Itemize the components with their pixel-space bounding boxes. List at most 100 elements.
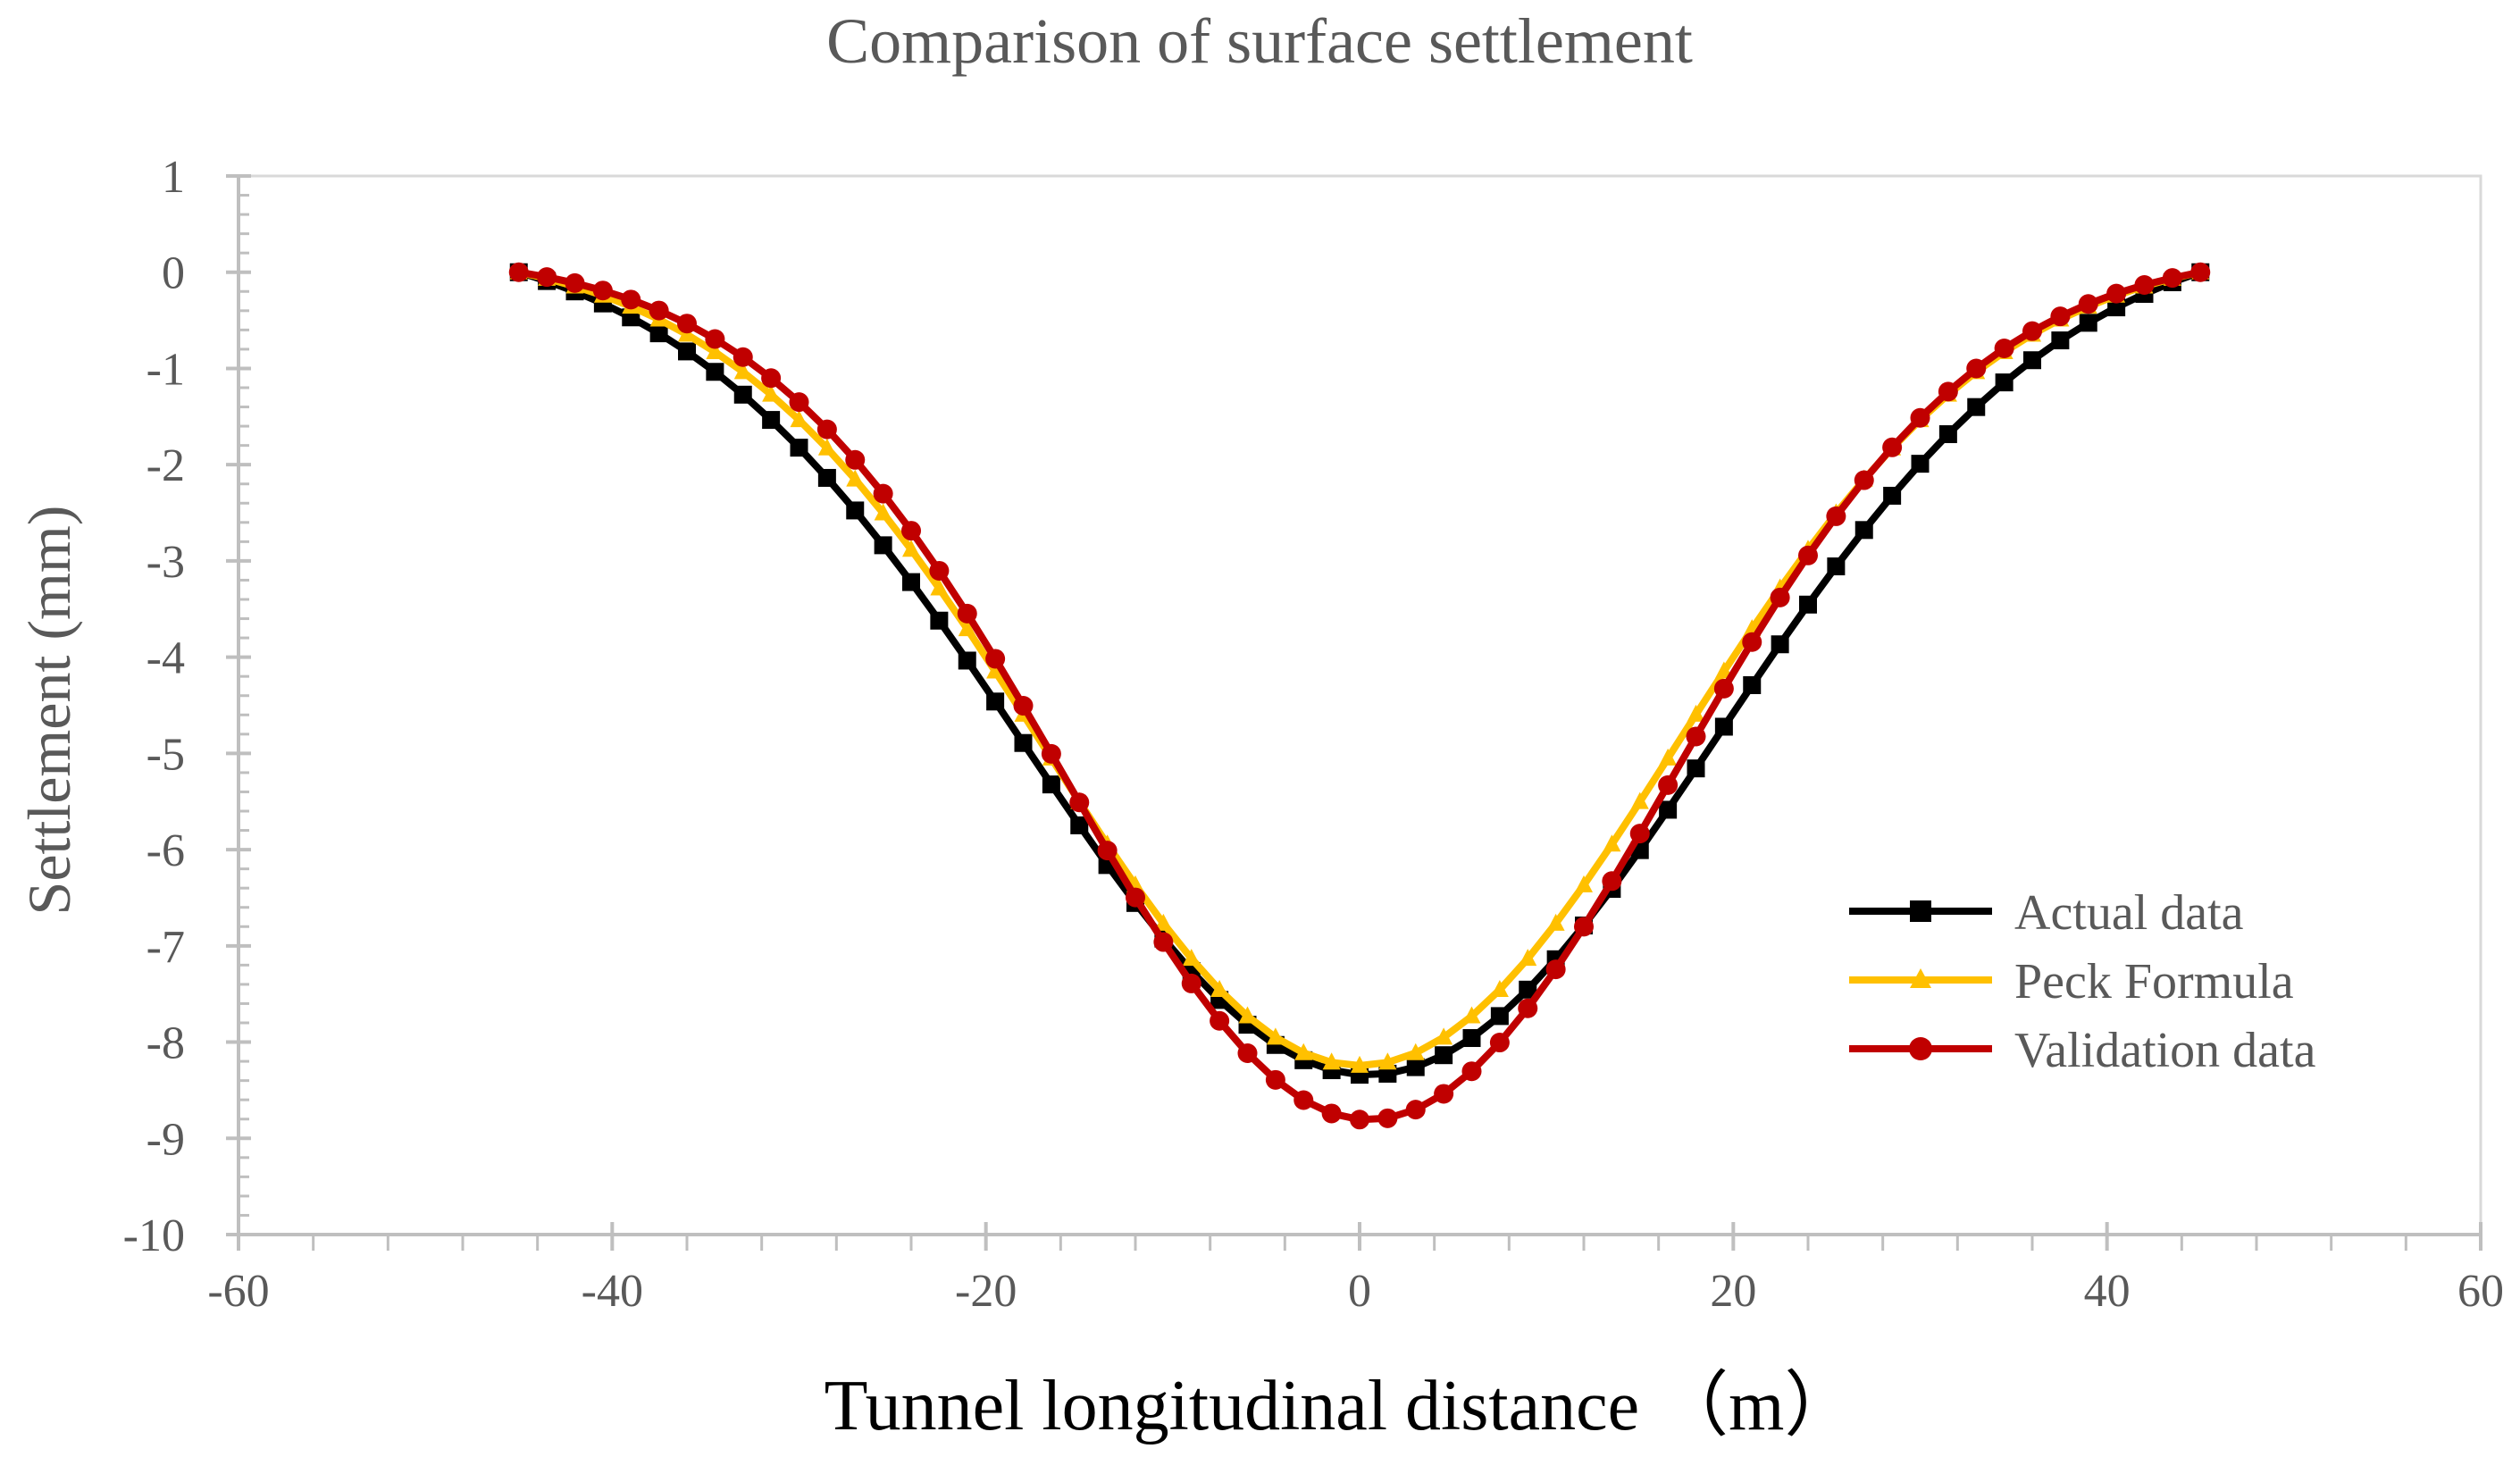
data-point-circle [2078,294,2098,314]
data-point-square [930,611,949,630]
data-point-circle [1265,1069,1285,1090]
data-point-square [1883,486,1902,505]
data-point-triangle [1182,949,1201,967]
data-point-square [762,411,781,430]
data-point-circle [1126,887,1145,908]
axes: 1 0 -1 -2 -3 -4 -5 -6 -7 -8 -9 -10 -60 -40 -20 0 20 40 60 [123,152,2504,1317]
data-point-triangle [902,540,920,557]
data-point-circle [1181,973,1201,993]
data-point-circle [2022,321,2042,341]
x-tick-label: -20 [955,1266,1017,1317]
data-point-circle [816,419,837,440]
data-point-circle [2162,268,2182,289]
data-point-circle [1210,1010,1230,1031]
data-point-square [733,385,752,404]
data-point-square [1771,635,1789,654]
data-point-square [1938,425,1957,444]
data-point-circle [873,483,893,504]
data-point-circle [761,368,782,389]
data-point-circle [1966,358,1987,379]
data-point-circle [508,262,529,282]
data-point-circle [677,314,697,334]
data-point-circle [985,649,1006,669]
data-point-square [1435,1046,1453,1065]
data-point-circle [1013,696,1034,716]
data-point-square [1659,800,1678,819]
data-point-square [1687,759,1705,778]
data-point-circle [1882,437,1903,457]
legend: Actual data Peck Formula Validation data [1849,885,2316,1078]
data-point-circle [1293,1090,1314,1110]
data-point-square [2079,314,2097,332]
legend-item: Peck Formula [1849,954,2294,1009]
data-point-square [1490,1007,1509,1026]
data-point-circle [1153,932,1174,952]
y-tick-label: 0 [162,248,185,299]
data-point-square [958,651,976,670]
data-point-triangle [1406,1043,1425,1060]
data-point-square [1854,521,1873,540]
data-point-circle [1237,1043,1258,1063]
data-point-triangle [958,619,976,637]
data-point-triangle [930,578,949,596]
data-point-triangle [1435,1027,1453,1045]
data-point-square [790,439,808,457]
data-point-square [1967,398,1986,416]
data-point-square [1462,1029,1481,1048]
legend-marker-square [1910,900,1931,922]
data-point-triangle [1603,834,1621,852]
data-point-triangle [733,362,752,380]
data-point-square [1743,675,1762,694]
data-point-square [1014,733,1033,752]
data-point-circle [1518,998,1538,1018]
data-point-circle [929,560,950,581]
data-point-circle [733,347,753,367]
data-point-circle [1545,959,1566,980]
data-point-triangle [1154,913,1173,931]
data-point-square [874,536,892,555]
data-point-circle [845,449,866,470]
data-point-triangle [874,503,892,521]
data-point-square [1519,980,1537,999]
data-point-triangle [1378,1052,1397,1070]
data-point-triangle [817,438,836,456]
data-point-square [902,573,920,591]
data-point-circle [705,329,725,349]
data-point-triangle [1266,1027,1285,1045]
data-point-circle [1994,339,2014,359]
data-point-triangle [1659,748,1678,766]
data-point-circle [2106,283,2127,304]
data-point-circle [1713,678,1734,699]
data-point-square [1070,816,1089,834]
series-layer [508,262,2211,1130]
data-point-circle [1686,726,1706,747]
data-point-square [1911,455,1930,473]
data-point-triangle [762,384,781,402]
data-point-circle [1434,1084,1454,1104]
data-point-circle [1321,1103,1342,1124]
y-tick-label: -7 [147,922,185,973]
data-point-square [817,468,836,487]
data-point-circle [1629,824,1650,844]
legend-item: Validation data [1849,1023,2316,1078]
y-tick-label: 1 [162,152,185,203]
data-point-triangle [986,661,1005,679]
data-point-triangle [1462,1006,1481,1024]
y-tick-label: -5 [147,729,185,780]
data-point-square [2023,351,2041,370]
data-point-square [649,324,668,343]
data-point-square [2107,298,2126,317]
data-point-circle [1041,743,1061,764]
data-point-circle [537,267,557,288]
data-point-square [1799,595,1817,614]
legend-label: Peck Formula [2014,954,2294,1009]
y-tick-label: -10 [123,1210,185,1261]
data-point-square [986,692,1005,711]
data-point-triangle [1238,1006,1257,1024]
data-point-square [1827,557,1846,576]
y-tick-label: -6 [147,825,185,876]
x-tick-label: 0 [1348,1266,1371,1317]
x-axis-title: Tunnel longitudinal distance （m） [825,1367,1856,1445]
